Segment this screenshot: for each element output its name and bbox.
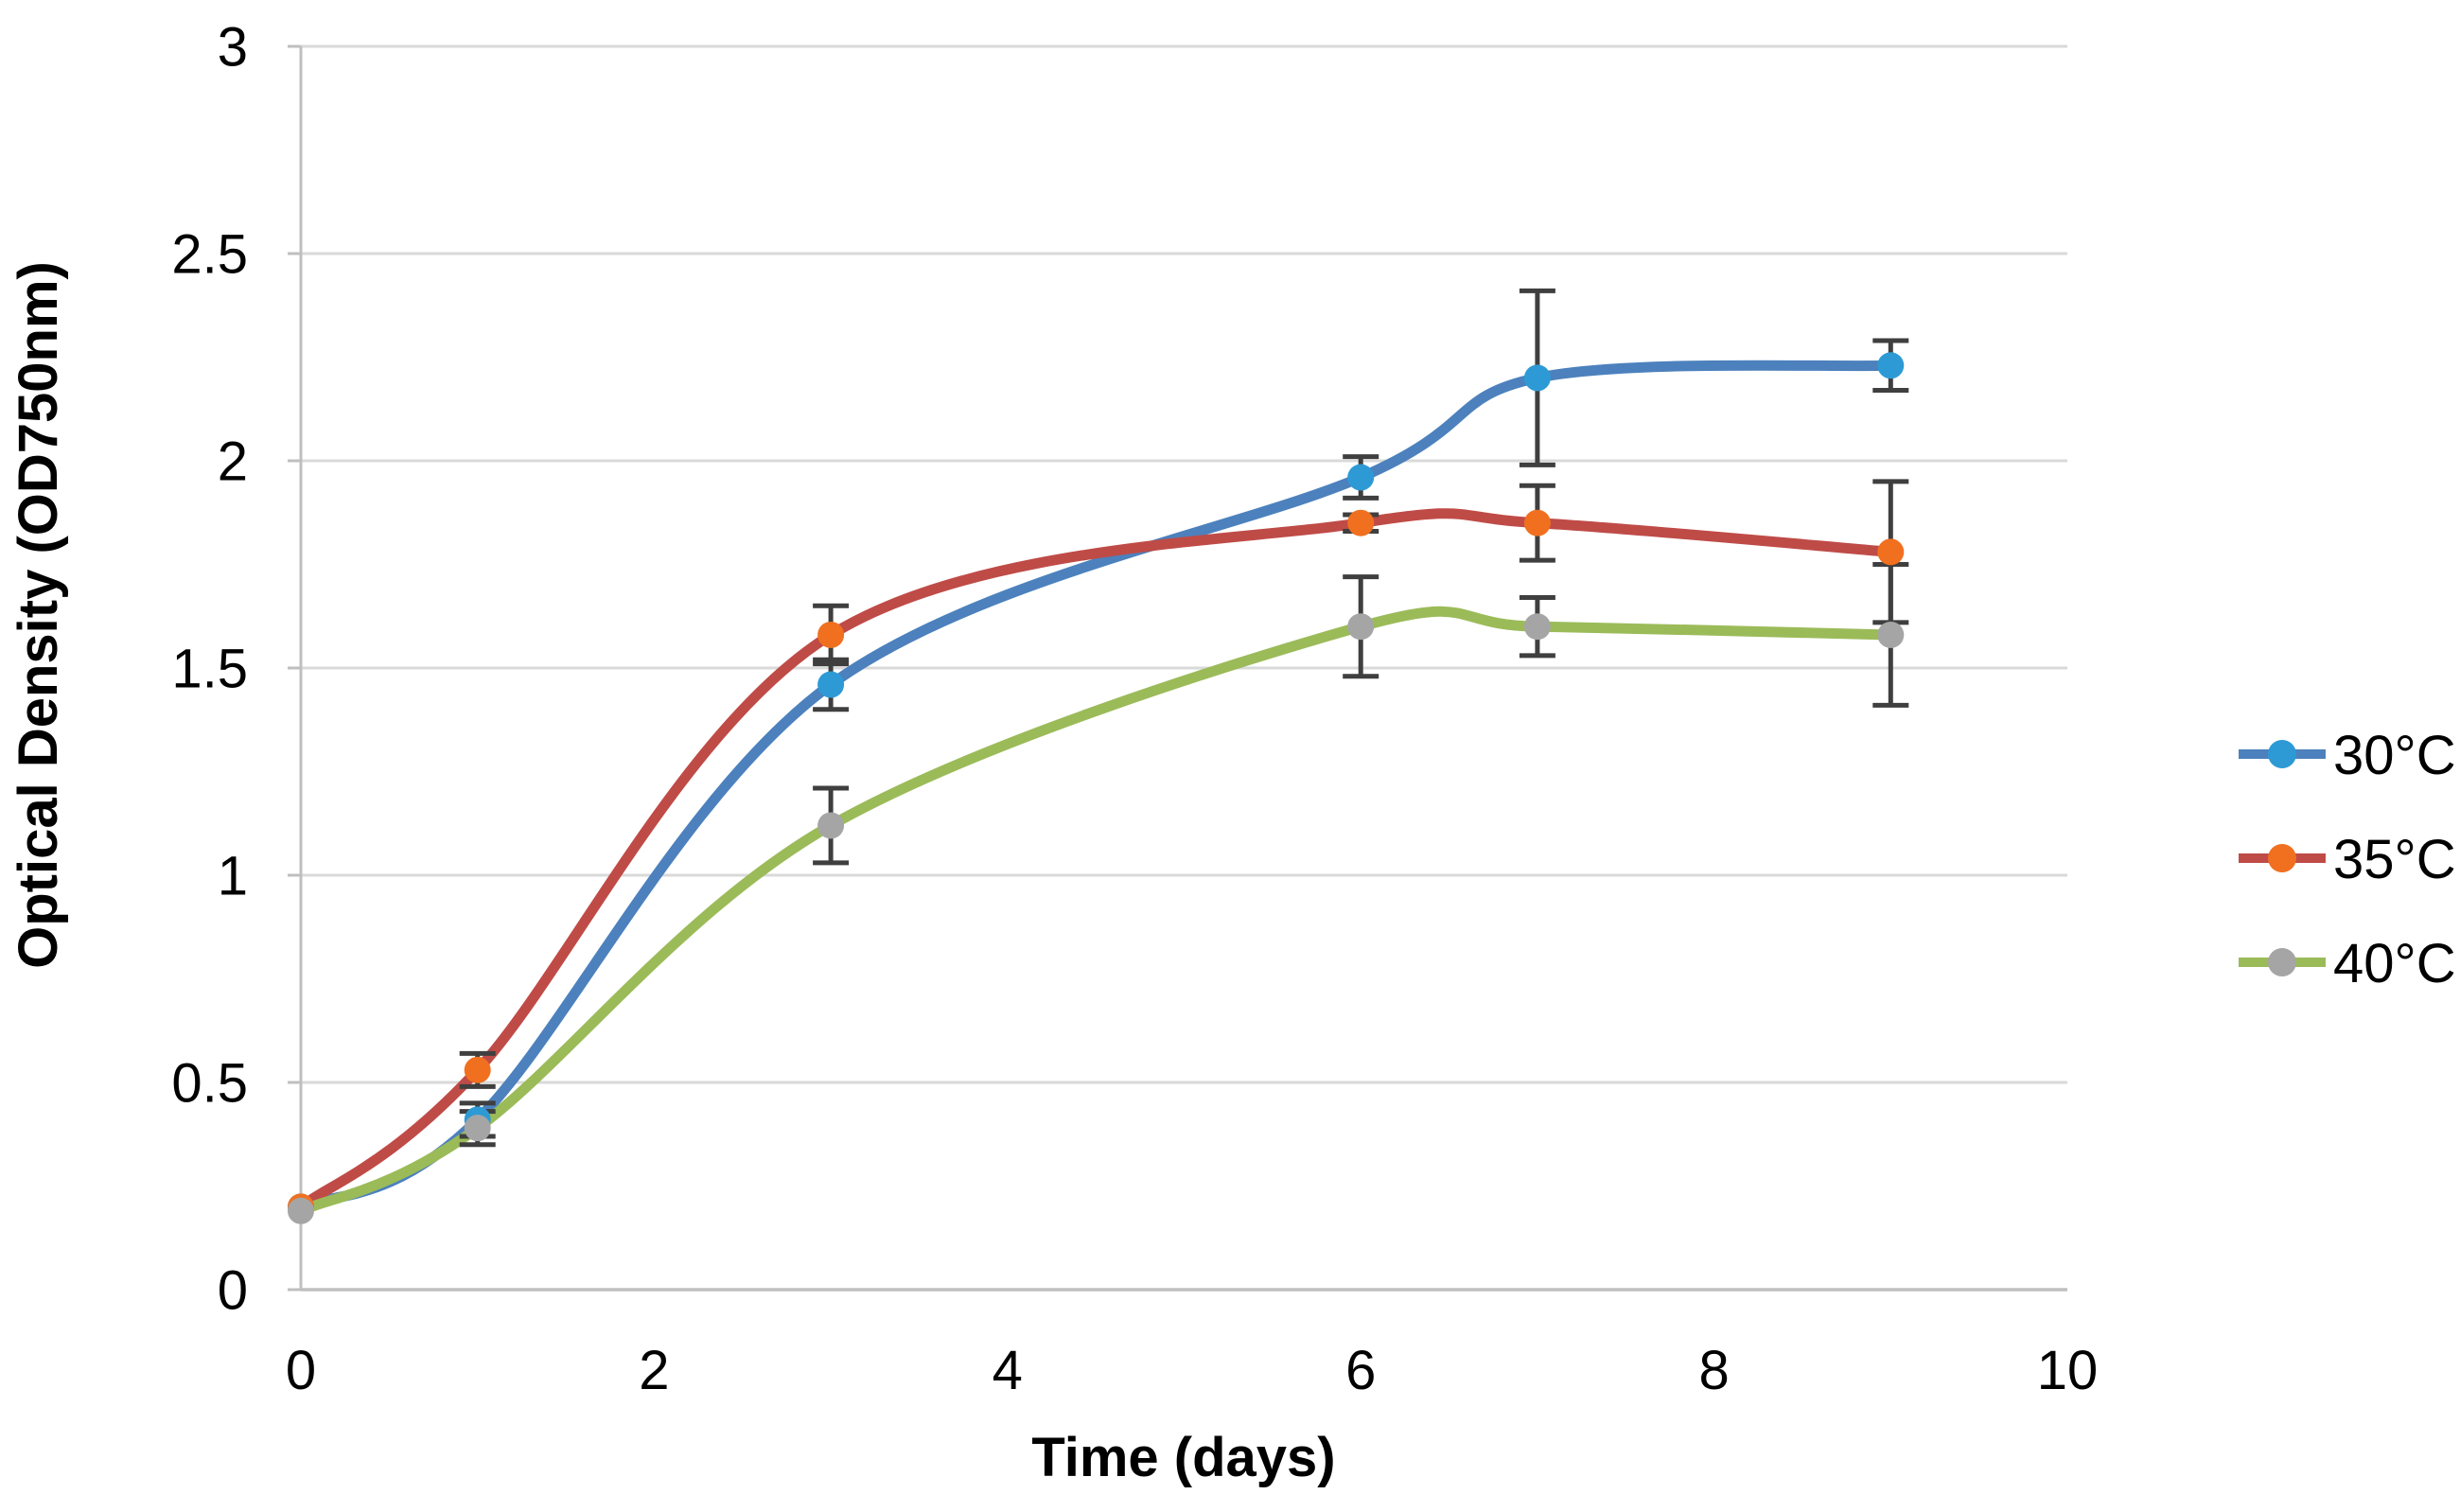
x-tick-label: 0 (286, 1340, 316, 1401)
y-tick-label: 1 (218, 845, 248, 906)
y-axis-title: Optical Density (OD750nm) (8, 261, 69, 969)
data-point-35C-day6 (1347, 509, 1375, 536)
error-bars-layer (459, 288, 1909, 1148)
y-tick-label: 0.5 (171, 1052, 248, 1114)
data-point-40C-day1 (464, 1115, 491, 1142)
y-tick-label: 1.5 (171, 638, 248, 699)
y-tick-label: 0 (218, 1259, 248, 1321)
y-tick-label: 2 (218, 431, 248, 492)
data-point-40C-day0 (288, 1197, 314, 1224)
data-point-40C-day3 (817, 812, 845, 839)
series-line-35C (295, 508, 1896, 1212)
x-tick-label: 10 (2037, 1340, 2099, 1401)
legend-item-40C: 40°C (2239, 933, 2456, 994)
legend-marker-swatch (2268, 844, 2296, 872)
x-tick-label: 4 (993, 1340, 1023, 1401)
legend-item-35C: 35°C (2239, 829, 2456, 890)
data-point-30C-day7 (1523, 364, 1551, 392)
data-point-35C-day1 (464, 1056, 491, 1083)
x-tick-label: 6 (1345, 1340, 1376, 1401)
legend-item-30C: 30°C (2239, 725, 2456, 786)
data-point-40C-day7 (1523, 613, 1551, 641)
data-point-30C-day6 (1347, 464, 1375, 491)
x-tick-label: 8 (1698, 1340, 1729, 1401)
y-tick-label: 2.5 (171, 223, 248, 285)
legend-marker-swatch (2268, 740, 2296, 768)
legend-label: 30°C (2333, 725, 2456, 786)
series-line-40C (295, 606, 1896, 1217)
tick-labels-layer: 0 0.5 1 1.5 2 2.5 3 0 2 4 6 8 10 (171, 16, 2098, 1401)
data-point-40C-day6 (1347, 613, 1375, 641)
data-point-35C-day3 (817, 621, 845, 648)
data-point-30C-day9 (1877, 352, 1905, 379)
data-points-layer (288, 352, 1905, 1224)
series-lines-layer (295, 360, 1896, 1217)
data-point-40C-day9 (1877, 621, 1905, 648)
data-point-30C-day3 (817, 671, 845, 698)
legend-marker-swatch (2268, 948, 2296, 976)
legend-label: 40°C (2333, 933, 2456, 994)
x-axis-title: Time (days) (1031, 1427, 1335, 1488)
y-tick-label: 3 (218, 16, 248, 78)
x-tick-label: 2 (639, 1340, 669, 1401)
grid-layer (288, 44, 2067, 1292)
legend: 30°C 35°C 40°C (2239, 725, 2456, 994)
data-point-35C-day9 (1877, 538, 1905, 566)
legend-label: 35°C (2333, 829, 2456, 890)
data-point-35C-day7 (1523, 509, 1551, 536)
